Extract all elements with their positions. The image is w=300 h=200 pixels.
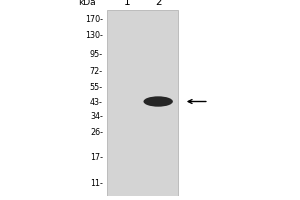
Text: 170-: 170- [85, 15, 103, 24]
Text: 17-: 17- [90, 153, 103, 162]
Text: kDa: kDa [78, 0, 96, 7]
Text: 95-: 95- [90, 50, 103, 59]
Text: 26-: 26- [90, 128, 103, 137]
Bar [107, 10, 178, 196]
Text: 130-: 130- [85, 31, 103, 40]
Text: 2: 2 [155, 0, 161, 7]
Text: 72-: 72- [90, 67, 103, 76]
Text: 34-: 34- [90, 112, 103, 121]
Text: 43-: 43- [90, 98, 103, 107]
Ellipse shape [143, 96, 173, 107]
Text: 1: 1 [124, 0, 130, 7]
Text: 55-: 55- [90, 83, 103, 92]
Text: 11-: 11- [90, 179, 103, 188]
